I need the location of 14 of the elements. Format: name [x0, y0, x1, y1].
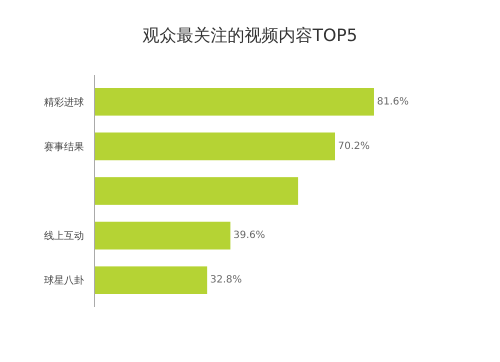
data-label: 81.6% [376, 96, 409, 108]
data-label: 32.8% [210, 274, 242, 286]
data-label: 70.2% [338, 140, 370, 152]
bar [95, 222, 230, 250]
y-tick-label: 精彩进球 [44, 96, 84, 108]
chart-title: 观众最关注的视频内容TOP5 [142, 26, 358, 46]
bar [95, 266, 208, 294]
y-tick-label: 线上互动 [44, 230, 84, 242]
bar [95, 132, 336, 160]
data-label: 39.6% [233, 230, 266, 242]
y-tick-label: 球星八卦 [44, 274, 84, 287]
y-tick-label: 赛事结果 [44, 140, 84, 153]
bar [95, 88, 374, 116]
bar [95, 177, 298, 205]
